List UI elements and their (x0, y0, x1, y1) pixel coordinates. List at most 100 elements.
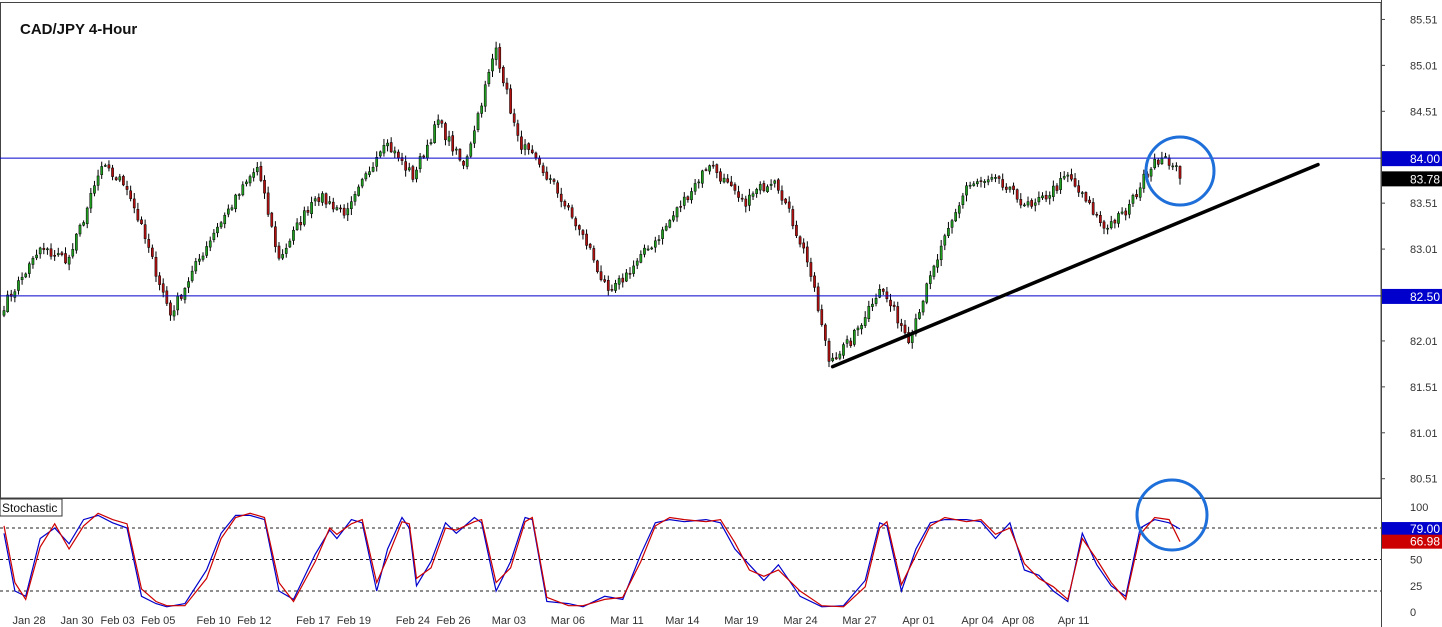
candle (769, 179, 773, 191)
candle-body-down (1073, 178, 1077, 187)
candle-body-up (375, 156, 379, 167)
candle (668, 218, 672, 229)
level-badge-1 (1382, 288, 1442, 304)
candle-body-up (245, 181, 248, 185)
candle-body-up (1062, 176, 1066, 179)
candle-body-down (534, 152, 538, 158)
candle-body-up (856, 327, 860, 331)
candle-body-up (653, 240, 657, 248)
candle (447, 130, 451, 147)
candle-body-down (509, 88, 512, 114)
candle (813, 272, 816, 292)
candle (248, 174, 252, 187)
candle (979, 176, 983, 188)
candle (690, 187, 693, 204)
candle (299, 215, 303, 231)
candle-body-down (1004, 186, 1008, 190)
candle (831, 353, 834, 363)
candle-body-down (324, 193, 328, 205)
candle-body-up (386, 142, 389, 147)
candle (161, 278, 165, 298)
candle-body-down (339, 207, 342, 210)
candle-body-up (632, 265, 635, 274)
candle-body-up (972, 183, 976, 186)
candle-body-up (31, 257, 35, 265)
candle (1124, 207, 1128, 221)
candle (585, 229, 588, 250)
stochastic-label: Stochastic (2, 501, 57, 515)
candle-body-down (1077, 185, 1081, 193)
candle (1117, 211, 1120, 228)
candle-body-down (813, 275, 816, 288)
candle-body-up (668, 220, 672, 228)
candle-body-up (874, 298, 878, 304)
candle-body-down (1044, 194, 1048, 200)
chart-title: CAD/JPY 4-Hour (20, 21, 137, 38)
candle (635, 258, 639, 270)
candle-body-up (661, 229, 664, 239)
candle (954, 208, 957, 223)
candle (1128, 199, 1131, 219)
candle-body-down (389, 142, 393, 153)
candle (158, 272, 161, 291)
candle (816, 282, 820, 313)
candle (194, 257, 198, 275)
candle (1019, 193, 1023, 209)
candle-body-up (657, 239, 661, 241)
candle (849, 337, 853, 348)
candle (737, 185, 740, 202)
candle (288, 238, 292, 249)
candle (1106, 224, 1109, 235)
candle (223, 212, 227, 229)
candle-body-down (780, 190, 784, 201)
candle-body-up (697, 181, 701, 184)
candle-body-up (664, 225, 668, 231)
candle-body-down (538, 157, 541, 165)
axes-layer: 85.5185.0184.5184.0183.5183.0182.5182.01… (13, 14, 1442, 627)
candle (715, 163, 719, 179)
candle (346, 202, 350, 221)
candle (509, 84, 512, 115)
candle-body-up (860, 325, 863, 330)
candle-body-up (838, 353, 842, 359)
candle (1048, 191, 1052, 205)
candle (994, 174, 997, 183)
candle (798, 235, 802, 248)
candle-body-down (1012, 185, 1015, 190)
candle (719, 168, 722, 184)
x-tick-label: Feb 05 (141, 615, 175, 627)
candle (856, 325, 860, 337)
candle-body-down (498, 47, 502, 69)
candle (444, 121, 447, 146)
candle (567, 203, 570, 211)
candle (961, 192, 965, 209)
candle-body-up (335, 207, 339, 210)
candle (733, 182, 737, 195)
candle-body-up (1128, 204, 1131, 215)
candle (657, 234, 661, 245)
candle-body-up (983, 181, 986, 183)
candle-body-up (1106, 227, 1109, 230)
candle-body-up (863, 317, 867, 326)
candle (581, 228, 585, 240)
candle-body-up (100, 166, 104, 175)
candle-body-down (154, 256, 158, 277)
candle (628, 267, 632, 279)
candle (270, 211, 274, 228)
candle (310, 196, 313, 219)
candle-body-up (1160, 157, 1164, 165)
candle (56, 247, 60, 257)
candle (577, 224, 581, 236)
candle-body-up (118, 176, 122, 181)
candle (154, 251, 158, 283)
candle (187, 277, 190, 293)
candle (393, 146, 397, 159)
candle-body-up (1175, 165, 1178, 167)
candle (140, 216, 143, 225)
current-price-badge (1382, 171, 1442, 187)
candle (751, 191, 755, 200)
candle (1138, 182, 1142, 201)
candle-body-down (610, 289, 614, 291)
candle-body-down (729, 181, 733, 186)
